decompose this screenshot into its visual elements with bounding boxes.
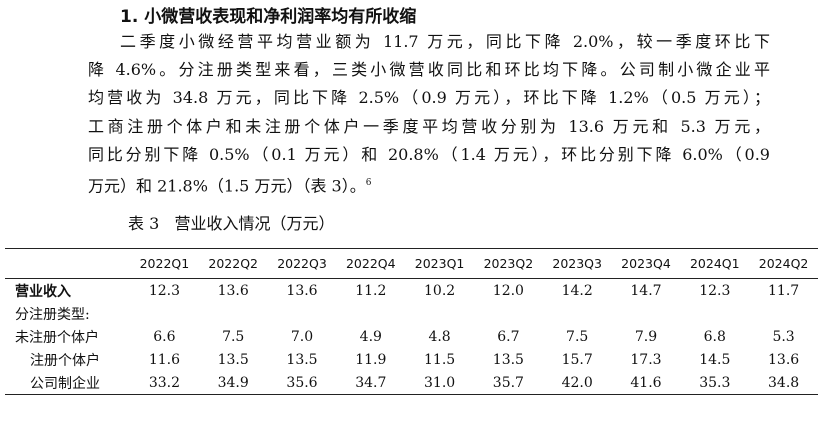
value-cell: 11.2 <box>355 282 387 299</box>
header-cell: 2022Q2 <box>208 256 258 271</box>
paragraph-line: 降 4.6%。分注册类型来看，三类小微营收同比和环比均下降。公司制小微企业平 <box>88 56 770 84</box>
empty-cell <box>130 302 199 325</box>
header-cell: 2024Q1 <box>689 256 740 271</box>
table-row: 公司制企业 33.2 34.9 35.6 34.7 31.0 35.7 42.0 41.6 35.… <box>5 371 818 395</box>
revenue-table: 2022Q1 2022Q2 2022Q3 2022Q4 2023Q1 2023Q2 2023… <box>5 248 818 395</box>
value-cell: 13.5 <box>217 351 249 368</box>
value-cell: 13.6 <box>286 282 318 299</box>
empty-cell <box>268 302 337 325</box>
paragraph-line: 同比分别下降 0.5%（0.1 万元）和 20.8%（1.4 万元），环比分别下… <box>88 141 770 169</box>
empty-cell <box>680 302 749 325</box>
value-cell: 42.0 <box>561 374 593 391</box>
paragraph-line: 均营收为 34.8 万元，同比下降 2.5%（0.9 万元），环比下降 1.2%… <box>88 84 770 112</box>
table-row: 注册个体户 11.6 13.5 13.5 11.9 11.5 13.5 15.7 17.3 14.… <box>5 348 818 371</box>
table-row: 分注册类型: <box>5 302 818 325</box>
value-cell: 14.5 <box>699 351 731 368</box>
section-heading: 1. 小微营收表现和净利润率均有所收缩 <box>120 7 417 27</box>
line-text: 同比分别下降 0.5%（0.1 万元）和 20.8%（1.4 万元），环比分别下… <box>88 144 770 164</box>
empty-cell <box>336 302 405 325</box>
header-cell: 2022Q4 <box>345 256 396 271</box>
value-cell: 7.5 <box>222 328 245 345</box>
value-cell: 10.2 <box>424 282 456 299</box>
value-cell: 34.8 <box>768 374 800 391</box>
empty-cell <box>749 302 818 325</box>
line-text: 二季度小微经营平均营业额为 11.7 万元，同比下降 2.0%，较一季度环比下 <box>120 32 770 51</box>
header-row: 2022Q1 2022Q2 2022Q3 2022Q4 2023Q1 2023Q2 2023… <box>5 248 818 279</box>
line-text: 工商注册个体户和未注册个体户一季度平均营收分别为 13.6 万元和 5.3 万元… <box>88 116 770 136</box>
value-cell: 6.8 <box>703 328 726 345</box>
value-cell: 12.3 <box>148 282 180 299</box>
header-cell: 2024Q2 <box>758 256 809 271</box>
value-cell: 11.9 <box>355 351 387 368</box>
value-cell: 31.0 <box>424 374 456 391</box>
line-text: 万元）和 21.8%（1.5 万元）（表 3）。 <box>88 176 366 196</box>
header-cell: 2022Q1 <box>139 256 190 271</box>
value-cell: 13.6 <box>217 282 249 299</box>
header-cell: 2023Q1 <box>414 256 465 271</box>
row-label: 注册个体户 <box>30 352 100 369</box>
value-cell: 11.7 <box>768 282 800 299</box>
empty-cell <box>405 302 474 325</box>
value-cell: 33.2 <box>148 374 180 391</box>
header-cell: 2023Q2 <box>483 256 534 271</box>
footnote-mark: 6 <box>365 178 372 189</box>
table-caption: 表 3 营业收入情况（万元） <box>128 214 335 233</box>
paragraph-line: 二季度小微经营平均营业额为 11.7 万元，同比下降 2.0%，较一季度环比下 <box>120 28 770 56</box>
value-cell: 15.7 <box>561 351 593 368</box>
line-text: 均营收为 34.8 万元，同比下降 2.5%（0.9 万元），环比下降 1.2%… <box>88 88 770 108</box>
row-label: 营业收入 <box>15 283 71 300</box>
header-cell <box>5 249 130 279</box>
value-cell: 41.6 <box>630 374 662 391</box>
value-cell: 13.5 <box>286 351 318 368</box>
value-cell: 17.3 <box>630 351 662 368</box>
paragraph-line: 工商注册个体户和未注册个体户一季度平均营收分别为 13.6 万元和 5.3 万元… <box>88 113 770 141</box>
value-cell: 35.3 <box>699 374 731 391</box>
value-cell: 6.7 <box>497 328 520 345</box>
value-cell: 13.6 <box>768 351 800 368</box>
empty-cell <box>543 302 612 325</box>
value-cell: 6.6 <box>153 328 176 345</box>
line-text: 降 4.6%。分注册类型来看，三类小微营收同比和环比均下降。公司制小微企业平 <box>88 60 770 80</box>
empty-cell <box>199 302 268 325</box>
paragraph: 二季度小微经营平均营业额为 11.7 万元，同比下降 2.0%，较一季度环比下降… <box>88 28 770 201</box>
table-row: 营业收入 12.3 13.6 13.6 11.2 10.2 12.0 14.2 14.7 12.3… <box>5 279 818 303</box>
value-cell: 7.0 <box>290 328 314 345</box>
value-cell: 34.7 <box>355 374 387 391</box>
table-body: 营业收入 12.3 13.6 13.6 11.2 10.2 12.0 14.2 14.7 12.3… <box>5 279 818 395</box>
value-cell: 5.3 <box>772 328 795 345</box>
value-cell: 14.7 <box>630 282 662 299</box>
value-cell: 7.5 <box>566 328 589 345</box>
value-cell: 12.0 <box>492 282 524 299</box>
value-cell: 11.6 <box>148 351 180 368</box>
row-label: 公司制企业 <box>30 375 100 392</box>
value-cell: 11.5 <box>424 351 456 368</box>
empty-cell <box>612 302 681 325</box>
row-label: 分注册类型: <box>15 306 90 323</box>
value-cell: 14.2 <box>561 282 593 299</box>
paragraph-line: 万元）和 21.8%（1.5 万元）（表 3）。6 <box>88 169 770 201</box>
header-cell: 2023Q4 <box>621 256 671 271</box>
value-cell: 4.8 <box>428 328 451 345</box>
header-cell: 2023Q3 <box>552 256 602 271</box>
header-cell: 2022Q3 <box>277 256 327 271</box>
value-cell: 35.6 <box>286 374 318 391</box>
value-cell: 35.7 <box>492 374 524 391</box>
row-label: 未注册个体户 <box>15 329 99 346</box>
value-cell: 13.5 <box>492 351 524 368</box>
table-row: 未注册个体户 6.6 7.5 7.0 4.9 4.8 6.7 7.5 7.9 6.8 5.3 <box>5 325 818 348</box>
value-cell: 4.9 <box>359 328 382 345</box>
value-cell: 34.9 <box>217 374 249 391</box>
empty-cell <box>474 302 543 325</box>
value-cell: 12.3 <box>699 282 731 299</box>
value-cell: 7.9 <box>634 328 658 345</box>
